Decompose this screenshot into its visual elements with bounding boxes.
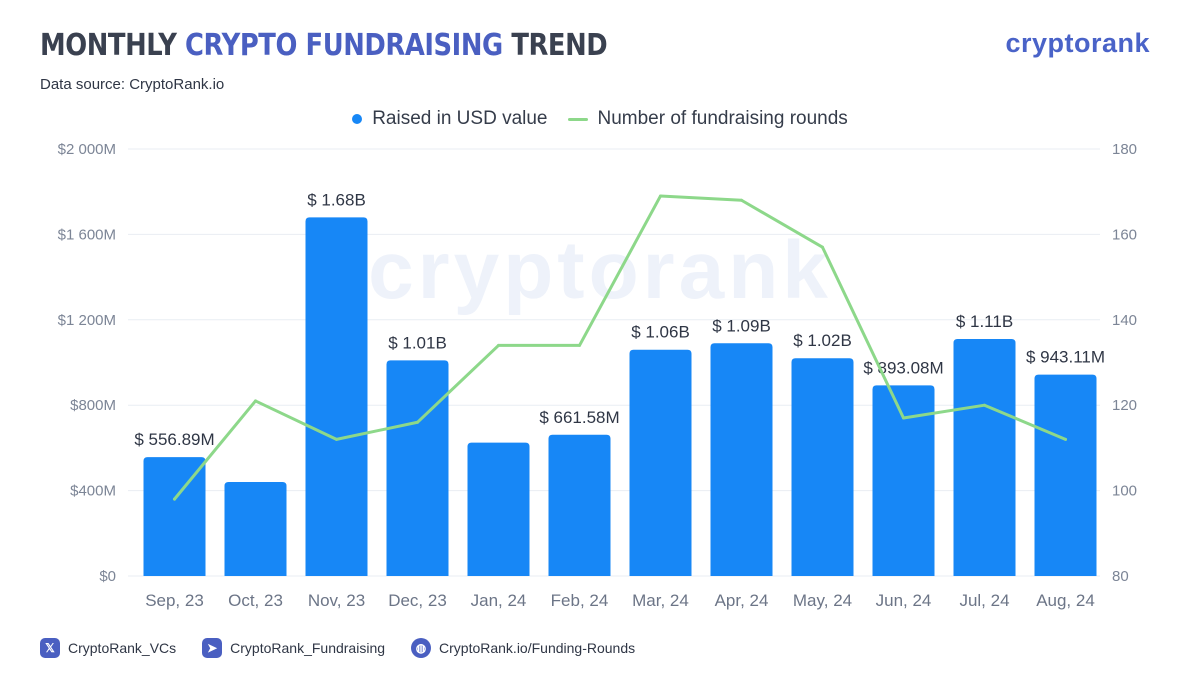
- x-tick-label: Mar, 24: [632, 591, 689, 610]
- footer-link-label: CryptoRank_VCs: [68, 640, 177, 656]
- bar: [629, 349, 692, 576]
- bar: [791, 358, 854, 576]
- rounds-line-point: [497, 343, 500, 347]
- bar: [305, 217, 368, 576]
- page-title: MONTHLY CRYPTO FUNDRAISING TREND: [40, 28, 608, 63]
- x-tick-label: Aug, 24: [1036, 591, 1095, 610]
- rounds-line-point: [173, 497, 176, 501]
- bar: [710, 343, 773, 576]
- bar-data-label: $ 1.06B: [631, 323, 690, 342]
- legend-item-bars: Raised in USD value: [352, 108, 548, 130]
- legend-dot-icon: [352, 114, 363, 124]
- bar: [548, 434, 611, 576]
- data-source-text: Data source: CryptoRank.io: [40, 76, 225, 93]
- bar: [224, 482, 287, 576]
- rounds-line-point: [740, 198, 743, 202]
- bar: [953, 339, 1016, 576]
- bar-data-label: $ 943.11M: [1026, 348, 1105, 367]
- y-left-tick-label: $0: [99, 568, 116, 585]
- y-right-tick-label: 160: [1112, 226, 1137, 243]
- y-right-tick-label: 180: [1112, 141, 1137, 158]
- rounds-line: [173, 194, 1067, 501]
- y-left-tick-label: $400M: [70, 483, 116, 500]
- y-right-tick-label: 100: [1112, 483, 1137, 500]
- footer-link-x[interactable]: 𝕏 CryptoRank_VCs: [40, 638, 176, 658]
- footer-link-telegram[interactable]: ➤ CryptoRank_Fundraising: [202, 638, 385, 658]
- bar-data-label: $ 661.58M: [539, 408, 619, 427]
- rounds-line-point: [983, 403, 986, 407]
- legend-label-line: Number of fundraising rounds: [597, 108, 848, 129]
- y-right-tick-label: 120: [1112, 397, 1137, 414]
- bar-data-label: $ 1.01B: [388, 333, 447, 352]
- x-tick-label: May, 24: [793, 591, 852, 610]
- title-part3: TREND: [502, 28, 608, 63]
- bar-data-label: $ 556.89M: [134, 430, 214, 449]
- x-tick-label: Jul, 24: [959, 591, 1009, 610]
- bar-data-label: $ 1.02B: [793, 331, 852, 350]
- bar-data-label: $ 1.11B: [956, 312, 1013, 331]
- x-tick-label: Feb, 24: [551, 591, 609, 610]
- footer-link-label: CryptoRank_Fundraising: [230, 640, 386, 656]
- globe-icon: ◍: [411, 638, 432, 658]
- title-highlight: CRYPTO FUNDRAISING: [185, 28, 503, 63]
- watermark-logo: cryptorank: [368, 225, 832, 316]
- y-left-tick-label: $2 000M: [58, 141, 116, 158]
- bar: [1034, 374, 1097, 576]
- legend-label-bars: Raised in USD value: [372, 108, 548, 129]
- bar: [386, 360, 449, 576]
- x-tick-label: Apr, 24: [715, 591, 769, 610]
- bar: [872, 385, 935, 576]
- y-left-tick-label: $1 200M: [58, 312, 116, 329]
- bar: [467, 442, 530, 576]
- footer-link-website[interactable]: ◍ CryptoRank.io/Funding-Rounds: [411, 638, 635, 658]
- rounds-line-point: [416, 420, 419, 424]
- x-tick-label: Oct, 23: [228, 591, 283, 610]
- bar-data-label: $ 1.68B: [307, 190, 366, 209]
- y-right-tick-label: 80: [1112, 568, 1129, 585]
- footer-links: 𝕏 CryptoRank_VCs ➤ CryptoRank_Fundraisin…: [40, 638, 635, 658]
- rounds-line-point: [821, 245, 824, 249]
- footer-link-label: CryptoRank.io/Funding-Rounds: [439, 640, 636, 656]
- rounds-line-point: [578, 343, 581, 347]
- x-tick-label: Jun, 24: [876, 591, 932, 610]
- title-part1: MONTHLY: [40, 28, 186, 63]
- rounds-line-point: [1064, 437, 1067, 441]
- rounds-line-point: [254, 399, 257, 403]
- y-right-tick-label: 140: [1112, 312, 1137, 329]
- legend-line-icon: [567, 117, 588, 121]
- bar: [143, 457, 206, 576]
- rounds-line-point: [902, 416, 905, 420]
- x-tick-label: Nov, 23: [308, 591, 365, 610]
- x-tick-label: Sep, 23: [145, 591, 204, 610]
- bar-data-label: $ 1.09B: [712, 316, 771, 335]
- telegram-icon: ➤: [202, 638, 223, 658]
- x-tick-label: Dec, 23: [388, 591, 447, 610]
- cryptorank-logo: cryptorank: [1005, 28, 1150, 58]
- y-left-tick-label: $1 600M: [58, 226, 116, 243]
- rounds-line-point: [335, 437, 338, 441]
- y-left-tick-label: $800M: [70, 397, 116, 414]
- x-icon: 𝕏: [40, 638, 60, 658]
- chart-legend: Raised in USD value Number of fundraisin…: [0, 108, 1200, 130]
- x-tick-label: Jan, 24: [471, 591, 527, 610]
- legend-item-line: Number of fundraising rounds: [567, 108, 848, 130]
- rounds-line-point: [659, 194, 662, 198]
